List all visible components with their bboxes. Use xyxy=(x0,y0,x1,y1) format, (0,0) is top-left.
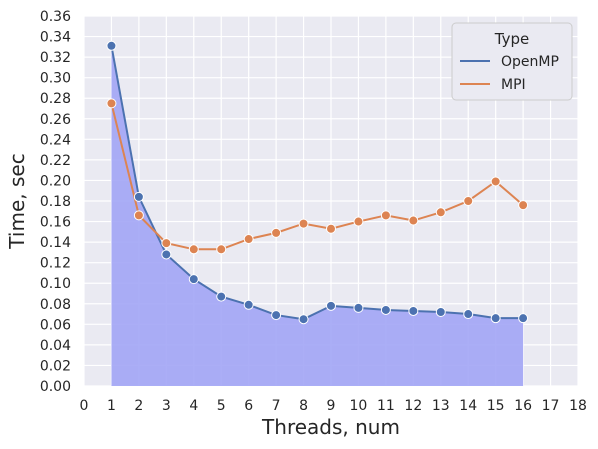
y-tick-label: 0.00 xyxy=(40,379,71,395)
y-tick-label: 0.30 xyxy=(40,71,71,87)
y-tick-label: 0.04 xyxy=(40,338,71,354)
legend-mpi-label: MPI xyxy=(501,77,526,93)
data-point-mpi xyxy=(408,215,419,226)
y-tick-label: 0.24 xyxy=(40,132,71,148)
data-point-openmp xyxy=(243,299,254,310)
data-point-mpi xyxy=(380,210,391,221)
y-tick-label: 0.18 xyxy=(40,194,71,210)
area-fill-openmp xyxy=(111,45,524,387)
legend-box xyxy=(451,22,573,101)
y-tick-label: 0.20 xyxy=(40,173,71,189)
data-point-openmp xyxy=(380,304,391,315)
x-tick-labels: 0 1 2 3 4 5 6 7 8 9 10 11 12 13 14 15 16 17 18 xyxy=(80,398,587,414)
x-tick-label: 13 xyxy=(432,398,450,414)
y-tick-label: 0.28 xyxy=(40,91,71,107)
y-tick-label: 0.36 xyxy=(40,9,71,25)
x-tick-label: 0 xyxy=(80,398,89,414)
data-point-mpi xyxy=(243,234,254,245)
data-point-openmp xyxy=(188,274,199,285)
data-point-openmp xyxy=(490,313,501,324)
data-point-openmp xyxy=(463,309,474,320)
data-point-mpi xyxy=(188,244,199,255)
data-point-mpi xyxy=(490,176,501,187)
x-tick-label: 17 xyxy=(542,398,560,414)
y-tick-labels: 0.00 0.02 0.04 0.06 0.08 0.10 0.12 0.14 0.16 0.18… xyxy=(40,9,71,395)
area-fill-layer xyxy=(111,45,524,387)
x-tick-label: 8 xyxy=(299,398,308,414)
x-tick-label: 16 xyxy=(514,398,532,414)
data-point-mpi xyxy=(463,196,474,206)
x-tick-label: 18 xyxy=(569,398,587,414)
legend-openmp-label: OpenMP xyxy=(501,54,559,70)
series-points-layer xyxy=(106,40,529,325)
series-line-openmp xyxy=(110,45,524,321)
data-point-openmp xyxy=(298,314,309,325)
x-tick-label: 11 xyxy=(377,398,395,414)
y-tick-label: 0.08 xyxy=(40,297,71,313)
y-tick-label: 0.26 xyxy=(40,112,71,128)
x-tick-label: 2 xyxy=(134,398,143,414)
data-point-mpi xyxy=(298,218,309,229)
x-tick-label: 3 xyxy=(162,398,171,414)
x-tick-label: 7 xyxy=(272,398,281,414)
x-tick-label: 15 xyxy=(487,398,505,414)
y-tick-label: 0.10 xyxy=(40,276,71,292)
data-point-openmp xyxy=(271,310,282,321)
data-point-mpi xyxy=(326,223,336,234)
x-tick-label: 4 xyxy=(189,398,198,414)
x-axis-label: Threads, num xyxy=(261,415,400,439)
data-point-openmp xyxy=(326,300,336,311)
y-tick-label: 0.02 xyxy=(40,358,71,374)
x-tick-label: 9 xyxy=(327,398,336,414)
legend-title: Type xyxy=(494,30,529,48)
y-tick-label: 0.22 xyxy=(40,153,71,169)
data-point-mpi xyxy=(435,207,446,218)
y-tick-label: 0.12 xyxy=(40,256,71,272)
x-tick-label: 14 xyxy=(459,398,477,414)
series-line-mpi xyxy=(110,103,524,251)
data-point-openmp xyxy=(161,249,172,260)
data-point-mpi xyxy=(161,238,172,249)
data-point-mpi xyxy=(271,227,282,238)
data-point-openmp xyxy=(353,302,364,313)
data-point-openmp xyxy=(133,191,144,202)
data-point-openmp xyxy=(106,40,117,51)
data-point-mpi xyxy=(518,200,529,211)
x-tick-label: 5 xyxy=(217,398,226,414)
y-tick-label: 0.06 xyxy=(40,317,71,333)
data-point-openmp xyxy=(435,307,446,317)
x-tick-label: 1 xyxy=(107,398,116,414)
data-point-openmp xyxy=(216,291,227,302)
data-point-openmp xyxy=(408,305,419,316)
data-point-openmp xyxy=(518,313,529,324)
y-tick-label: 0.14 xyxy=(40,235,71,251)
data-point-mpi xyxy=(216,244,227,255)
y-tick-label: 0.34 xyxy=(40,30,71,46)
x-tick-label: 10 xyxy=(350,398,368,414)
x-tick-label: 6 xyxy=(244,398,253,414)
data-point-mpi xyxy=(133,210,144,221)
data-point-mpi xyxy=(353,216,364,227)
data-point-mpi xyxy=(106,98,117,109)
y-tick-label: 0.16 xyxy=(40,215,71,231)
legend: Type OpenMP MPI xyxy=(451,22,573,101)
x-tick-label: 12 xyxy=(404,398,422,414)
y-tick-label: 0.32 xyxy=(40,50,71,66)
y-axis-label: Time, sec xyxy=(5,153,29,249)
series-lines-layer xyxy=(110,45,524,321)
